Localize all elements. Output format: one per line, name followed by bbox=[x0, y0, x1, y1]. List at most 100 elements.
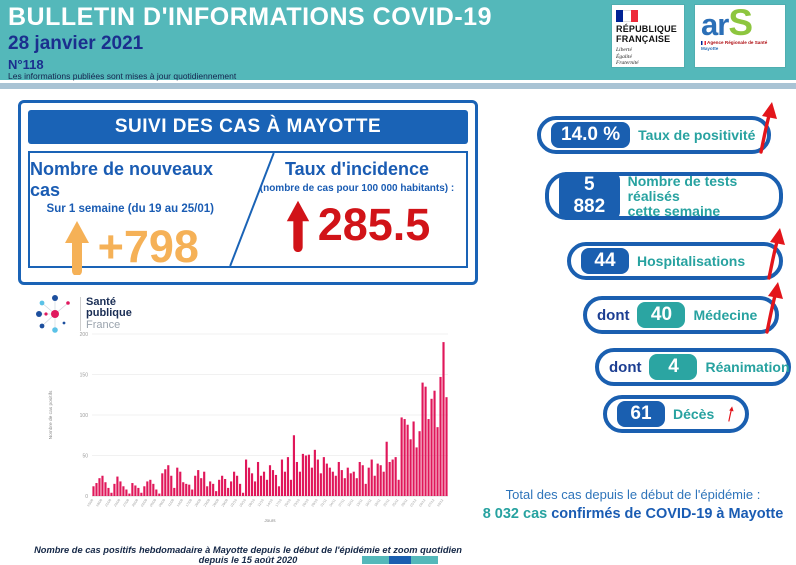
svg-text:20/10: 20/10 bbox=[284, 498, 292, 507]
svg-text:27/08: 27/08 bbox=[122, 498, 130, 507]
svg-text:05/09: 05/09 bbox=[149, 498, 157, 507]
ars-s: S bbox=[728, 2, 753, 43]
ars-region: Mayotte bbox=[701, 45, 719, 51]
stat-medecine: dont 40 Médecine bbox=[583, 282, 789, 334]
positivity-value: 14.0 % bbox=[551, 122, 631, 148]
svg-text:05/10: 05/10 bbox=[239, 498, 247, 507]
deces-value: 61 bbox=[617, 401, 665, 427]
dont-prefix: dont bbox=[597, 306, 630, 324]
orange-up-arrow-icon bbox=[64, 221, 89, 275]
svg-text:28/11: 28/11 bbox=[400, 498, 408, 507]
new-cases-subheading: Sur 1 semaine (du 19 au 25/01) bbox=[46, 203, 214, 215]
sante-publique-france-logo: Santé publique France bbox=[34, 290, 154, 338]
svg-text:Jours: Jours bbox=[264, 518, 276, 523]
medecine-label: Médecine bbox=[693, 306, 758, 323]
svg-text:16/11: 16/11 bbox=[365, 498, 373, 507]
svg-text:01/12: 01/12 bbox=[409, 498, 417, 507]
tests-label-line2: cette semaine bbox=[627, 202, 721, 219]
svg-text:10/12: 10/12 bbox=[436, 498, 444, 507]
rf-motto2: Égalité bbox=[616, 53, 632, 60]
total-rest: confirmés de COVID-19 à Mayotte bbox=[547, 506, 784, 522]
panel-body: Nombre de nouveaux cas Sur 1 semaine (du… bbox=[28, 151, 468, 275]
svg-text:Nombre de cas positifs: Nombre de cas positifs bbox=[48, 390, 54, 439]
svg-text:23/09: 23/09 bbox=[203, 498, 211, 507]
republique-francaise-logo: RÉPUBLIQUE FRANÇAISE Liberté Égalité Fra… bbox=[612, 5, 684, 67]
svg-text:26/09: 26/09 bbox=[212, 498, 220, 507]
svg-text:11/09: 11/09 bbox=[167, 498, 175, 507]
panel-title: SUIVI DES CAS À MAYOTTE bbox=[28, 110, 468, 144]
rf-motto1: Liberté bbox=[616, 47, 632, 53]
stat-reanimation: dont 4 Réanimation bbox=[595, 348, 795, 386]
svg-text:24/08: 24/08 bbox=[113, 498, 121, 507]
svg-text:02/10: 02/10 bbox=[230, 498, 238, 507]
svg-text:19/11: 19/11 bbox=[374, 498, 382, 507]
chart-caption: Nombre de cas positifs hebdomadaire à Ma… bbox=[34, 545, 462, 565]
svg-text:18/08: 18/08 bbox=[95, 498, 103, 507]
reanimation-label: Réanimation bbox=[705, 358, 790, 375]
svg-text:29/09: 29/09 bbox=[221, 498, 229, 507]
new-cases-heading: Nombre de nouveaux cas bbox=[30, 159, 214, 200]
spf-dots-icon bbox=[36, 295, 70, 333]
dont-prefix: dont bbox=[609, 358, 642, 376]
bulletin-number: N°118 bbox=[8, 57, 44, 72]
new-cases-section: Nombre de nouveaux cas Sur 1 semaine (du… bbox=[30, 153, 231, 275]
incidence-value: 285.5 bbox=[317, 199, 431, 250]
svg-text:02/09: 02/09 bbox=[140, 498, 148, 507]
stat-tests: 5 882 Nombre de tests réalisés cette sem… bbox=[545, 172, 785, 220]
tests-label-line1: Nombre de tests réalisés bbox=[627, 172, 738, 204]
svg-text:0: 0 bbox=[85, 494, 88, 500]
update-note: Les informations publiées sont mises à j… bbox=[8, 71, 237, 81]
diagonal-divider bbox=[229, 153, 275, 266]
page-title: BULLETIN D'INFORMATIONS COVID-19 bbox=[8, 3, 492, 31]
french-flag-icon bbox=[616, 10, 638, 22]
svg-text:200: 200 bbox=[80, 332, 89, 338]
svg-text:17/10: 17/10 bbox=[275, 498, 283, 507]
rf-line2: FRANÇAISE bbox=[616, 34, 671, 44]
svg-text:08/09: 08/09 bbox=[158, 498, 166, 507]
svg-text:21/08: 21/08 bbox=[104, 498, 112, 507]
stat-deces: 61 Décès bbox=[603, 395, 753, 433]
medecine-value: 40 bbox=[637, 302, 686, 328]
svg-text:50: 50 bbox=[82, 453, 88, 459]
spf-line1: Santé bbox=[86, 295, 116, 308]
bar-chart-svg: 0 50 100 150 200 15/08 18/08 21/08 24/08 27/08 30/… bbox=[48, 332, 448, 523]
epidemic-total: Total des cas depuis le début de l'épidé… bbox=[478, 487, 788, 522]
header-strip bbox=[0, 83, 796, 89]
svg-text:26/10: 26/10 bbox=[302, 498, 310, 507]
svg-text:15/08: 15/08 bbox=[86, 498, 94, 507]
total-line1: Total des cas depuis le début de l'épidé… bbox=[505, 487, 761, 502]
svg-text:04/11: 04/11 bbox=[329, 498, 337, 507]
hospitalisations-value: 44 bbox=[581, 248, 629, 274]
svg-text:13/11: 13/11 bbox=[356, 498, 364, 507]
svg-text:150: 150 bbox=[80, 372, 89, 378]
svg-text:30/08: 30/08 bbox=[131, 498, 139, 507]
svg-text:14/09: 14/09 bbox=[176, 498, 184, 507]
svg-text:11/10: 11/10 bbox=[257, 498, 265, 507]
ars-flag-icon bbox=[701, 41, 706, 45]
svg-text:04/12: 04/12 bbox=[418, 498, 426, 507]
svg-text:25/11: 25/11 bbox=[391, 498, 399, 507]
svg-text:29/10: 29/10 bbox=[311, 498, 319, 507]
svg-text:14/10: 14/10 bbox=[266, 498, 274, 507]
svg-text:08/10: 08/10 bbox=[248, 498, 256, 507]
trend-up-icon bbox=[728, 406, 734, 422]
spf-line3: France bbox=[86, 318, 121, 331]
red-up-arrow-icon bbox=[286, 200, 309, 252]
positivity-label: Taux de positivité bbox=[638, 126, 756, 143]
total-line2: 8 032 cas confirmés de COVID-19 à Mayott… bbox=[478, 506, 788, 522]
case-tracking-panel: SUIVI DES CAS À MAYOTTE Nombre de nouvea… bbox=[18, 100, 478, 285]
rf-line1: RÉPUBLIQUE bbox=[616, 24, 678, 34]
epidemic-bar-chart: 0 50 100 150 200 15/08 18/08 21/08 24/08 27/08 30/… bbox=[40, 326, 460, 534]
deces-label: Décès bbox=[673, 405, 715, 422]
hospitalisations-label: Hospitalisations bbox=[637, 252, 746, 269]
spf-line2: publique bbox=[86, 307, 132, 320]
svg-text:100: 100 bbox=[80, 413, 89, 419]
stat-positivity-rate: 14.0 % Taux de positivité bbox=[537, 102, 787, 154]
svg-text:23/10: 23/10 bbox=[293, 498, 301, 507]
tests-value: 5 882 bbox=[559, 172, 620, 220]
reanimation-value: 4 bbox=[649, 354, 698, 380]
svg-text:01/11: 01/11 bbox=[320, 498, 328, 507]
total-count: 8 032 cas bbox=[482, 506, 548, 522]
svg-text:07/11: 07/11 bbox=[338, 498, 346, 507]
ars-subtitle: Agence Régionale de Santé bbox=[707, 40, 768, 45]
